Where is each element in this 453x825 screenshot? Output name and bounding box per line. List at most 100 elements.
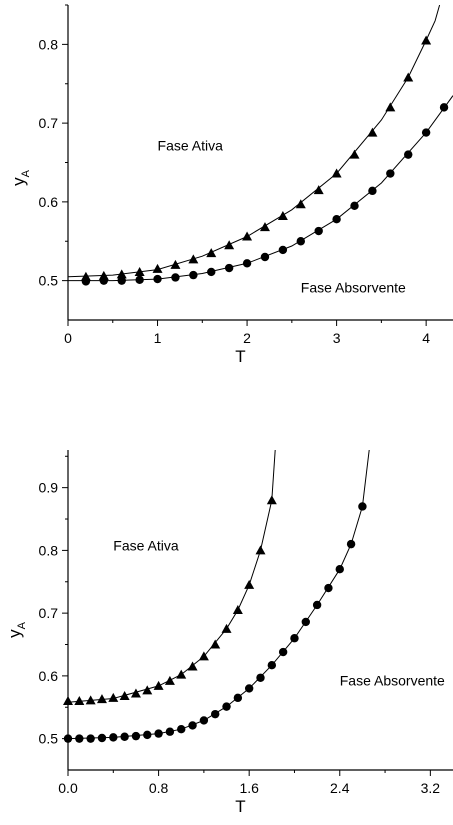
- circle-point: [120, 732, 129, 741]
- circle-point: [135, 275, 144, 285]
- y-tick-label: 0.8: [39, 542, 59, 558]
- triangle-point: [259, 222, 270, 232]
- triangle-point: [188, 254, 199, 264]
- triangle-point: [232, 605, 243, 614]
- annotation-fase-absorvente: Fase Absorvente: [340, 672, 445, 688]
- circle-point: [350, 201, 359, 211]
- circle-point: [296, 237, 305, 246]
- circle-point: [439, 103, 449, 112]
- triangle-point: [266, 495, 277, 505]
- y-tick-label: 0.5: [39, 273, 59, 289]
- circle-point: [177, 725, 186, 734]
- circle-point: [278, 647, 288, 657]
- circle-point: [421, 128, 431, 137]
- y-axis-title-subscript: A: [16, 621, 28, 629]
- circle-point: [131, 731, 141, 741]
- triangle-point: [403, 72, 414, 82]
- circle-point: [332, 215, 341, 224]
- triangle-point: [210, 639, 221, 649]
- y-axis-title-main: y: [5, 629, 24, 638]
- x-tick-label: 4: [422, 330, 430, 346]
- circle-point: [211, 709, 220, 719]
- circle-point: [117, 276, 126, 285]
- circle-point: [189, 270, 198, 280]
- circle-point: [97, 733, 107, 743]
- x-axis-title: T: [235, 347, 245, 366]
- x-tick-label: 2.4: [330, 780, 350, 796]
- triangle-point: [176, 669, 187, 679]
- triangle-point: [385, 102, 396, 112]
- circle-point: [358, 502, 367, 511]
- circle-point: [256, 673, 265, 682]
- triangle-point: [116, 269, 127, 279]
- annotation-fase-absorvente: Fase Absorvente: [301, 279, 406, 295]
- circle-point: [86, 734, 95, 743]
- circle-point: [314, 226, 323, 236]
- x-tick-label: 0.0: [58, 780, 78, 796]
- y-axis-title: yA: [5, 621, 28, 638]
- circle-point: [335, 565, 344, 574]
- circle-point: [260, 252, 270, 262]
- triangle-point: [170, 259, 181, 269]
- circle-point: [244, 684, 254, 693]
- series-circle-curve: [68, 95, 453, 282]
- circle-point: [154, 729, 163, 738]
- triangle-point: [242, 231, 253, 241]
- circle-point: [63, 734, 73, 743]
- x-tick-label: 0: [64, 330, 72, 346]
- triangle-point: [142, 685, 153, 695]
- circle-point: [290, 634, 299, 643]
- y-tick-label: 0.9: [39, 480, 59, 496]
- series-triangle-curve: [68, 5, 441, 278]
- triangle-point: [331, 168, 342, 178]
- triangle-point: [244, 579, 255, 589]
- triangle-point: [367, 127, 378, 137]
- y-axis-title-main: y: [9, 177, 28, 186]
- triangle-point: [130, 688, 141, 698]
- y-tick-label: 0.7: [39, 605, 59, 621]
- triangle-point: [206, 248, 217, 258]
- chart-bottom: 0.0 0.8 1.6 2.4 3.2 0.5 0.6 0.7 0.8 0.9 TyA Fase At…: [5, 450, 453, 816]
- y-axis-title-subscript: A: [20, 169, 32, 177]
- x-tick-label: 2: [243, 330, 251, 346]
- y-axis-title: yA: [9, 169, 32, 186]
- circle-point: [222, 702, 231, 711]
- series-triangle-curve: [68, 450, 276, 703]
- triangle-point: [96, 694, 107, 704]
- circle-point: [165, 727, 175, 736]
- x-tick-label: 3: [333, 330, 341, 346]
- triangle-point: [349, 149, 360, 159]
- triangle-point: [108, 692, 119, 702]
- circle-point: [267, 661, 277, 670]
- triangle-point: [313, 185, 324, 195]
- circle-point: [404, 150, 413, 159]
- triangle-point: [134, 266, 145, 276]
- circle-point: [199, 716, 209, 725]
- triangle-point: [221, 623, 232, 633]
- circle-point: [188, 721, 197, 730]
- circle-point: [386, 169, 395, 178]
- y-tick-label: 0.6: [39, 194, 59, 210]
- circle-point: [207, 267, 216, 277]
- x-tick-label: 3.2: [421, 780, 441, 796]
- triangle-point: [187, 661, 198, 671]
- x-tick-label: 1.6: [239, 780, 259, 796]
- circle-point: [81, 277, 91, 286]
- triangle-point: [153, 680, 164, 690]
- triangle-point: [164, 675, 175, 685]
- circle-point: [143, 730, 152, 740]
- chart-top: 0 1 2 3 4 0.5 0.6 0.7 0.8 TyA Fase Ativa Fase Absor…: [9, 4, 453, 366]
- circle-point: [153, 274, 162, 284]
- triangle-point: [421, 35, 432, 45]
- annotation-fase-ativa: Fase Ativa: [158, 138, 224, 154]
- circle-point: [99, 276, 109, 285]
- triangle-point: [295, 199, 306, 209]
- circle-point: [233, 693, 243, 703]
- circle-point: [301, 617, 310, 627]
- triangle-point: [63, 695, 73, 705]
- triangle-point: [198, 651, 209, 661]
- circle-point: [242, 259, 252, 268]
- triangle-point: [119, 690, 130, 700]
- triangle-point: [74, 695, 85, 705]
